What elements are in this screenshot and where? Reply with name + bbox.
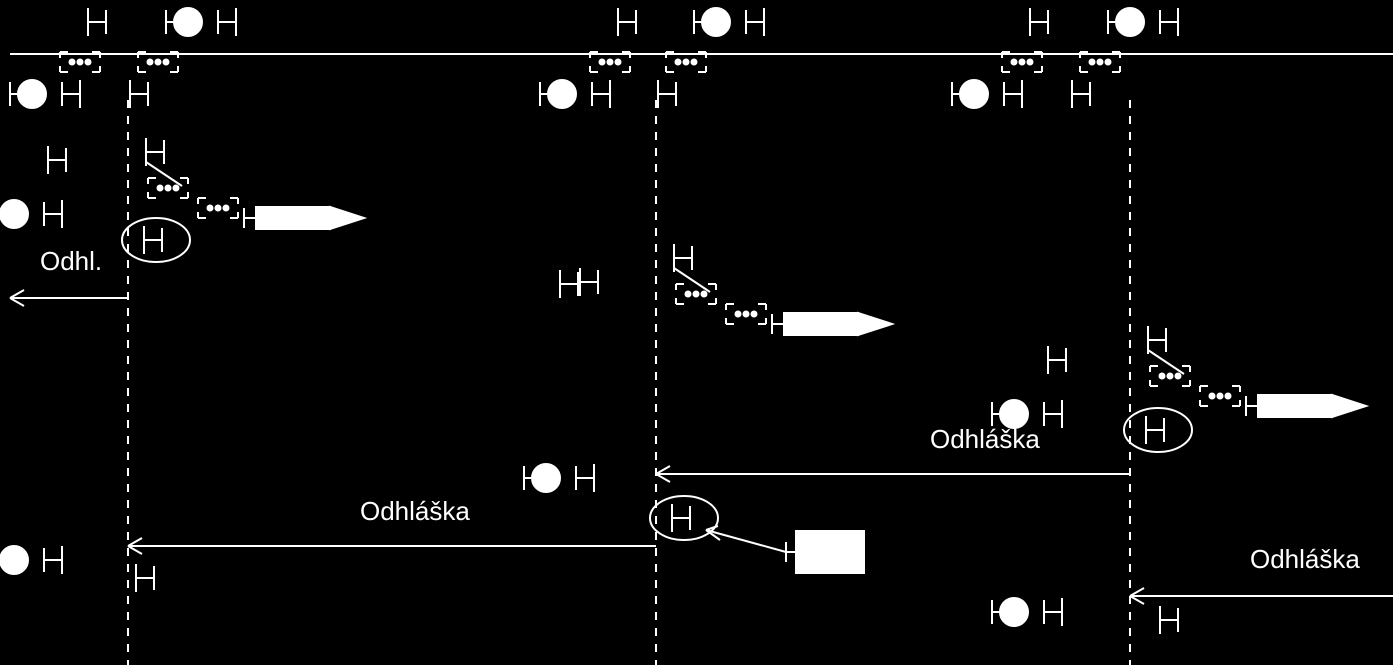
ac-dot bbox=[78, 60, 83, 65]
ac-dot bbox=[164, 60, 169, 65]
odhl-label: Odhláška bbox=[930, 424, 1040, 454]
ac-dot bbox=[156, 60, 161, 65]
ac-dot bbox=[692, 60, 697, 65]
odhl-label: Odhláška bbox=[1250, 544, 1360, 574]
ac-dot bbox=[616, 60, 621, 65]
odhl-label: Odhláška bbox=[360, 496, 470, 526]
ac-dot bbox=[1218, 394, 1223, 399]
train-body bbox=[784, 313, 858, 335]
signal-lamp bbox=[532, 464, 560, 492]
ac-dot bbox=[1160, 374, 1165, 379]
ac-dot bbox=[752, 312, 757, 317]
ac-dot bbox=[148, 60, 153, 65]
ac-dot bbox=[1020, 60, 1025, 65]
ac-dot bbox=[684, 60, 689, 65]
train-nose bbox=[858, 313, 892, 335]
ac-dot bbox=[1226, 394, 1231, 399]
ac-dot bbox=[736, 312, 741, 317]
ac-dot bbox=[702, 292, 707, 297]
ac-dot bbox=[608, 60, 613, 65]
signal-lamp bbox=[174, 8, 202, 36]
train-nose bbox=[330, 207, 364, 229]
railway-diagram: Odhl. Odhláška Odhláška Odhláška bbox=[0, 0, 1393, 665]
arrowhead bbox=[1130, 596, 1144, 604]
ac-dot bbox=[1090, 60, 1095, 65]
switch-blade bbox=[674, 268, 710, 292]
nav-pointer bbox=[706, 530, 786, 552]
switch-blade bbox=[146, 162, 182, 186]
ac-dot bbox=[224, 206, 229, 211]
signal-lamp bbox=[0, 200, 28, 228]
arrowhead bbox=[656, 466, 670, 474]
arrowhead bbox=[10, 290, 24, 298]
train-body bbox=[1258, 395, 1332, 417]
ac-dot bbox=[166, 186, 171, 191]
signal-lamp bbox=[1000, 598, 1028, 626]
arrowhead bbox=[128, 546, 142, 554]
signal-lamp bbox=[702, 8, 730, 36]
ac-dot bbox=[174, 186, 179, 191]
signal-lamp bbox=[1116, 8, 1144, 36]
ac-dot bbox=[1210, 394, 1215, 399]
ac-dot bbox=[86, 60, 91, 65]
ac-dot bbox=[208, 206, 213, 211]
nav-box bbox=[796, 531, 864, 573]
arrowhead bbox=[10, 298, 24, 306]
ac-dot bbox=[1168, 374, 1173, 379]
signal-lamp bbox=[0, 546, 28, 574]
signal-lamp bbox=[960, 80, 988, 108]
ac-dot bbox=[70, 60, 75, 65]
train-body bbox=[256, 207, 330, 229]
ac-dot bbox=[600, 60, 605, 65]
switch-blade bbox=[1148, 350, 1184, 374]
odhl-label: Odhl. bbox=[40, 246, 102, 276]
ac-dot bbox=[216, 206, 221, 211]
ac-dot bbox=[1098, 60, 1103, 65]
train-nose bbox=[1332, 395, 1366, 417]
signal-lamp bbox=[548, 80, 576, 108]
ac-dot bbox=[158, 186, 163, 191]
ac-dot bbox=[1012, 60, 1017, 65]
ac-dot bbox=[744, 312, 749, 317]
arrowhead bbox=[656, 474, 670, 482]
ac-dot bbox=[1106, 60, 1111, 65]
ac-dot bbox=[1028, 60, 1033, 65]
signal-lamp bbox=[18, 80, 46, 108]
ac-dot bbox=[676, 60, 681, 65]
ac-dot bbox=[686, 292, 691, 297]
arrowhead bbox=[128, 538, 142, 546]
ac-dot bbox=[694, 292, 699, 297]
ac-dot bbox=[1176, 374, 1181, 379]
arrowhead bbox=[1130, 588, 1144, 596]
